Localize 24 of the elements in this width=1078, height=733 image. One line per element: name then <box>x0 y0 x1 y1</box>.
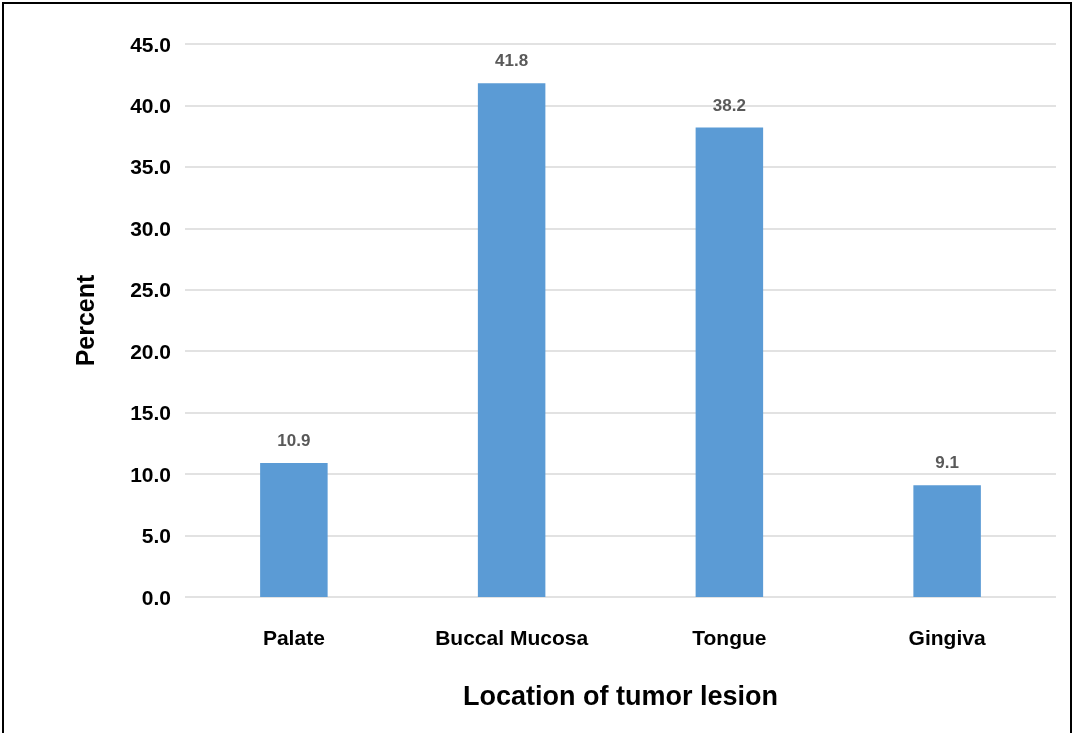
y-tick-label: 40.0 <box>130 93 171 117</box>
y-tick-label: 15.0 <box>130 401 171 425</box>
x-tick-label: Buccal Mucosa <box>435 626 589 649</box>
y-tick-label: 20.0 <box>130 339 171 363</box>
x-axis-title: Location of tumor lesion <box>463 680 778 711</box>
x-tick-label: Palate <box>262 626 325 649</box>
y-tick-label: 5.0 <box>141 524 171 548</box>
data-label: 38.2 <box>712 95 746 115</box>
y-axis-title: Percent <box>70 273 99 367</box>
y-tick-label: 0.0 <box>141 585 171 609</box>
x-tick-label: Gingiva <box>908 626 986 649</box>
data-label: 9.1 <box>935 453 959 473</box>
x-tick-label: Tongue <box>692 626 767 649</box>
data-label: 10.9 <box>277 431 311 451</box>
y-tick-label: 30.0 <box>130 216 171 240</box>
bar <box>477 83 546 597</box>
data-label: 41.8 <box>495 51 529 71</box>
y-tick-label: 10.0 <box>130 462 171 486</box>
y-tick-label: 35.0 <box>130 155 171 179</box>
y-tick-label: 25.0 <box>130 278 171 302</box>
bar <box>260 463 328 597</box>
bar <box>695 127 764 597</box>
y-tick-label: 45.0 <box>130 32 171 56</box>
bar <box>913 485 981 597</box>
